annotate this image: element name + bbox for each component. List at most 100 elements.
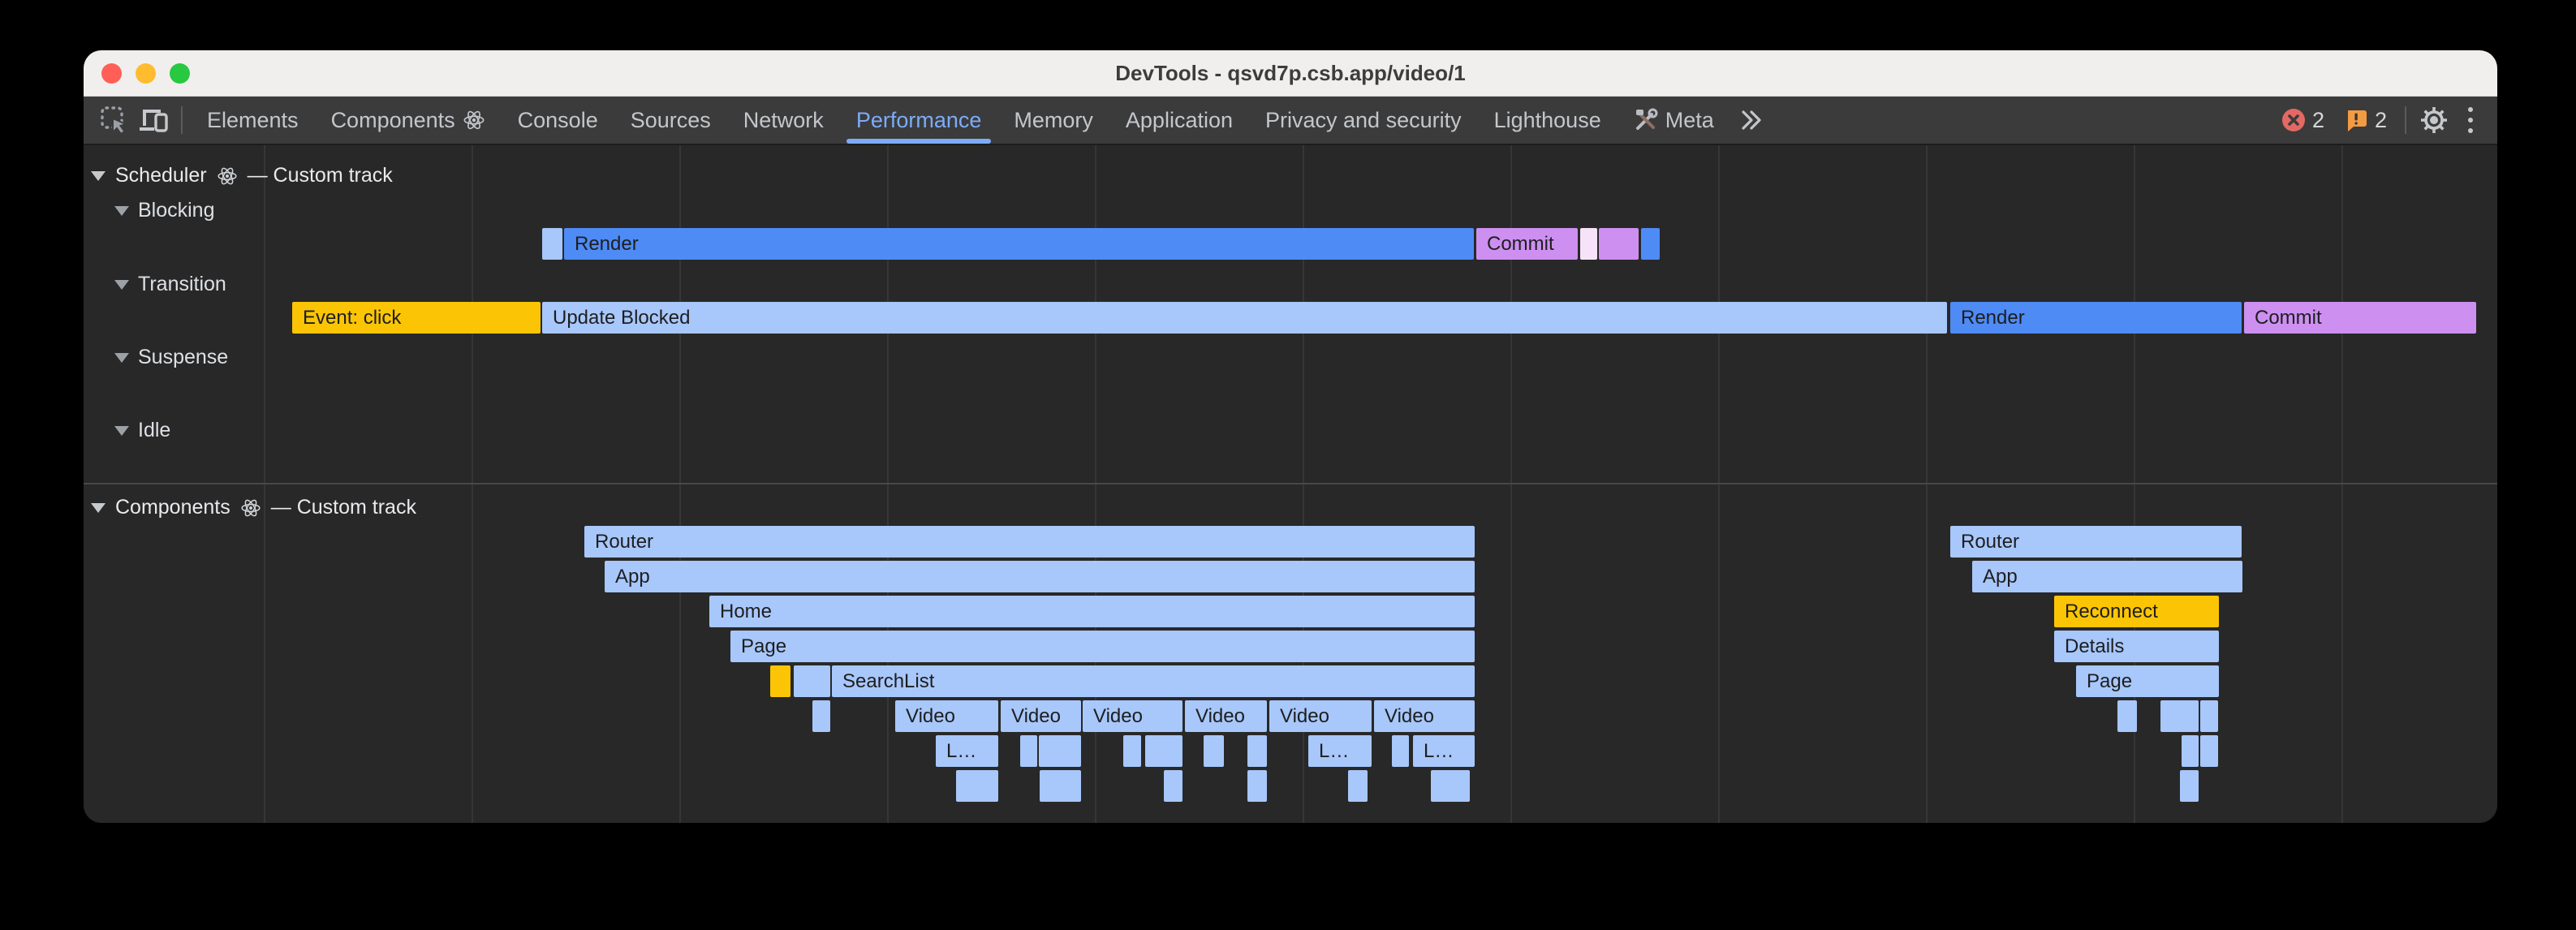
devtools-toolbar: Elements Components Console Sources Netw… [84, 97, 2497, 144]
panel-tabs: Elements Components Console Sources Netw… [191, 97, 1730, 144]
tab-network[interactable]: Network [743, 107, 824, 132]
flame-bar-segment[interactable] [1641, 228, 1660, 260]
flame-bar-l[interactable]: L… [1308, 735, 1372, 767]
tab-performance[interactable]: Performance [840, 97, 998, 144]
flame-bar-segment[interactable] [794, 665, 830, 697]
console-errors-badge[interactable]: 2 [2281, 108, 2324, 133]
collapse-triangle-icon [91, 502, 106, 513]
flame-bar-segment[interactable] [1040, 770, 1081, 802]
flame-bar-segment[interactable] [956, 770, 998, 802]
flame-bar-page[interactable]: Page [2076, 665, 2219, 697]
flame-bar-segment[interactable] [1123, 735, 1141, 767]
more-tabs-icon[interactable] [1737, 109, 1764, 131]
react-atom-icon [463, 109, 485, 131]
flame-bar-render[interactable]: Render [564, 228, 1474, 260]
flame-bar-commit[interactable]: Commit [2244, 302, 2476, 334]
flame-bar-segment[interactable] [1247, 770, 1267, 802]
flame-bar-segment[interactable] [1145, 735, 1182, 767]
flame-bar-segment[interactable] [2160, 700, 2199, 732]
react-atom-icon [240, 497, 261, 519]
tab-privacy-and-security[interactable]: Privacy and security [1265, 107, 1462, 132]
flame-bar-home[interactable]: Home [709, 596, 1475, 627]
flame-bar-segment[interactable] [1599, 228, 1639, 260]
flame-bar-searchlist[interactable]: SearchList [832, 665, 1475, 697]
flame-bar-video[interactable]: Video [1185, 700, 1267, 732]
lane-suspense[interactable]: Suspense [114, 346, 228, 369]
flame-bar-event-click[interactable]: Event: click [292, 302, 541, 334]
flame-bar-segment[interactable] [2117, 700, 2137, 732]
flame-bar-video[interactable]: Video [1269, 700, 1372, 732]
flame-bar-segment[interactable] [2182, 735, 2199, 767]
flame-bar-app[interactable]: App [605, 561, 1475, 592]
toolbar-divider [2405, 106, 2406, 134]
track-header-components[interactable]: Components — Custom track [91, 496, 416, 519]
flame-bar-segment[interactable] [770, 665, 790, 697]
tab-memory[interactable]: Memory [1014, 107, 1093, 132]
flame-bar-video[interactable]: Video [895, 700, 998, 732]
error-icon [2281, 109, 2305, 131]
collapse-triangle-icon [114, 352, 129, 363]
more-options-kebab-icon[interactable] [2468, 107, 2473, 133]
tab-lighthouse[interactable]: Lighthouse [1493, 107, 1601, 132]
tab-application[interactable]: Application [1125, 107, 1233, 132]
devtools-window: DevTools - qsvd7p.csb.app/video/1 Elemen… [84, 50, 2497, 823]
window-title: DevTools - qsvd7p.csb.app/video/1 [1115, 60, 1466, 85]
issues-badge[interactable]: 2 [2344, 108, 2387, 133]
flame-bar-segment[interactable] [1348, 770, 1368, 802]
flame-bar-video[interactable]: Video [1083, 700, 1182, 732]
tab-meta[interactable]: Meta [1618, 97, 1730, 144]
flame-bar-app[interactable]: App [1972, 561, 2242, 592]
close-window-button[interactable] [101, 62, 122, 84]
collapse-triangle-icon [114, 205, 129, 216]
tab-console[interactable]: Console [517, 107, 598, 132]
flame-bar-segment[interactable] [1164, 770, 1182, 802]
react-atom-icon [217, 166, 238, 187]
inspect-element-icon[interactable] [95, 101, 134, 140]
flame-bar-render[interactable]: Render [1950, 302, 2242, 334]
flame-bar-router[interactable]: Router [584, 526, 1475, 558]
collapse-triangle-icon [114, 279, 129, 290]
flame-bar-segment[interactable] [1039, 735, 1081, 767]
tools-icon [1634, 108, 1658, 132]
flame-bar-segment[interactable] [1020, 735, 1037, 767]
flame-bar-segment[interactable] [2200, 700, 2218, 732]
flame-bar-segment[interactable] [812, 700, 830, 732]
toolbar-divider [181, 106, 183, 134]
flame-bar-video[interactable]: Video [1001, 700, 1081, 732]
tab-elements[interactable]: Elements [207, 107, 299, 132]
title-bar: DevTools - qsvd7p.csb.app/video/1 [84, 50, 2497, 97]
lane-blocking[interactable]: Blocking [114, 199, 215, 222]
tab-sources[interactable]: Sources [630, 107, 711, 132]
flame-bar-segment[interactable] [1392, 735, 1409, 767]
flame-bar-segment[interactable] [1580, 228, 1597, 260]
flame-bar-details[interactable]: Details [2054, 631, 2219, 662]
flame-bar-commit[interactable]: Commit [1476, 228, 1578, 260]
track-header-scheduler[interactable]: Scheduler — Custom track [91, 164, 393, 187]
error-count: 2 [2311, 107, 2324, 132]
flame-bar-l[interactable]: L… [1413, 735, 1475, 767]
device-toolbar-icon[interactable] [134, 101, 173, 140]
collapse-triangle-icon [91, 170, 106, 181]
flame-bar-reconnect[interactable]: Reconnect [2054, 596, 2219, 627]
flame-bar-segment[interactable] [2180, 770, 2199, 802]
flame-bar-video[interactable]: Video [1374, 700, 1475, 732]
flame-bar-router[interactable]: Router [1950, 526, 2242, 558]
minimize-window-button[interactable] [136, 62, 156, 84]
flame-bar-update-blocked[interactable]: Update Blocked [542, 302, 1947, 334]
flame-bar-segment[interactable] [2200, 735, 2218, 767]
lane-transition[interactable]: Transition [114, 273, 226, 296]
flame-bar-segment[interactable] [542, 228, 562, 260]
track-divider [84, 483, 2497, 484]
tab-components[interactable]: Components [315, 97, 502, 144]
settings-gear-icon[interactable] [2414, 101, 2453, 140]
flame-bar-page[interactable]: Page [730, 631, 1475, 662]
zoom-window-button[interactable] [170, 62, 190, 84]
flame-bar-segment[interactable] [1431, 770, 1470, 802]
lane-idle[interactable]: Idle [114, 419, 170, 442]
flame-bar-l[interactable]: L… [936, 735, 998, 767]
issue-count: 2 [2374, 107, 2387, 132]
issue-icon [2347, 110, 2367, 131]
flame-bar-segment[interactable] [1204, 735, 1224, 767]
flame-bar-segment[interactable] [1247, 735, 1267, 767]
